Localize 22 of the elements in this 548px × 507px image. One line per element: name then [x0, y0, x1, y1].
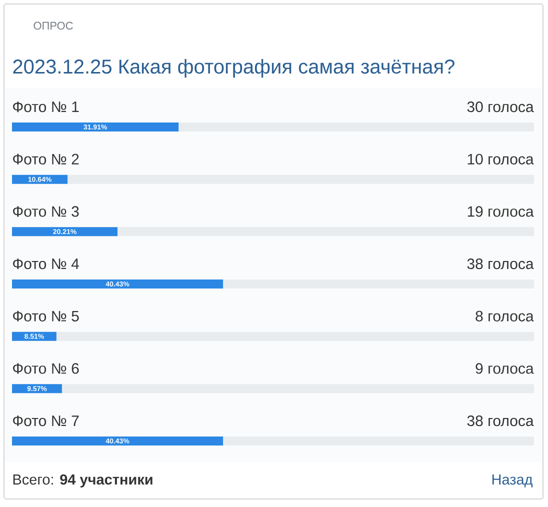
annotation: 10 голоса: [468, 154, 534, 164]
y-tick-label: Фото № 6: [13, 363, 79, 374]
chart-title: 2023.12.25 Какая фотография самая зачётная?: [13, 58, 454, 78]
text: Всего: 94 участники: [13, 474, 152, 488]
annotation: 19 голоса: [468, 206, 534, 217]
bar: [12, 227, 118, 236]
bar: [12, 384, 62, 394]
y-tick-label: Фото № 7: [13, 416, 79, 426]
y-tick-label: Фото № 5: [13, 310, 79, 322]
bar: [12, 174, 68, 184]
annotation: 8 голоса: [476, 310, 534, 322]
y-tick-label: Фото № 3: [13, 206, 79, 217]
chart-subtitle: ОПРОС: [34, 22, 73, 30]
bar: [12, 332, 56, 341]
text: Назад: [492, 474, 533, 488]
annotation: 9 голоса: [476, 363, 534, 374]
y-tick-label: Фото № 2: [13, 154, 79, 164]
annotation: 38 голоса: [467, 258, 534, 270]
annotation: 38 голоса: [467, 416, 534, 426]
y-tick-label: Фото № 1: [13, 102, 79, 112]
y-tick-label: Фото № 4: [13, 258, 79, 270]
annotation: 30 голоса: [467, 102, 534, 112]
